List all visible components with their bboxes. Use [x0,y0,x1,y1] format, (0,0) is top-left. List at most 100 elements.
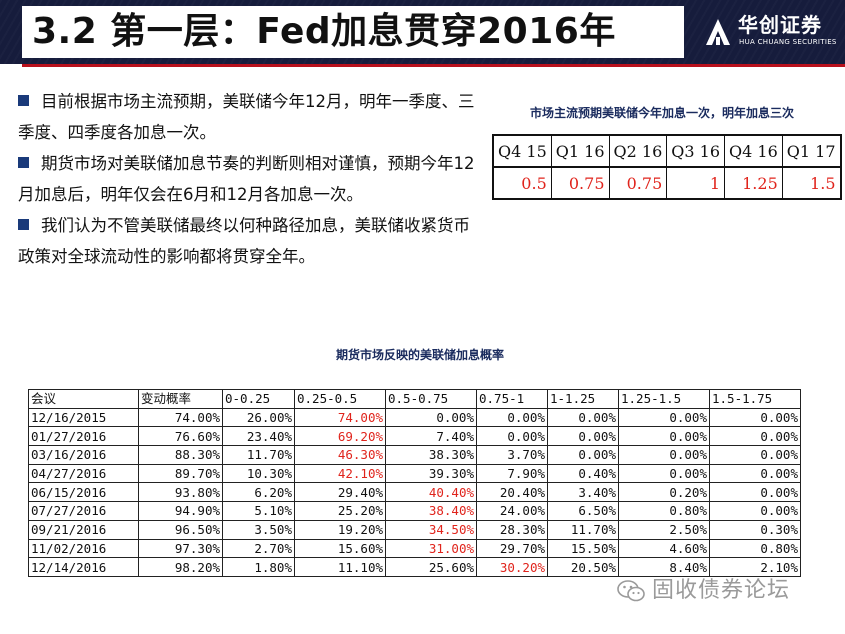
probability-cell: 11.70% [222,445,295,465]
meeting-date-cell: 12/16/2015 [28,407,139,428]
meeting-date-cell: 11/02/2016 [28,538,139,559]
probability-cell: 0.00% [476,407,548,428]
probability-table-body: 12/16/2015 74.00% 26.00% 74.00% 0.00% 0.00% 0.… [28,407,801,577]
quarter-row: Q4 15 Q1 16 Q2 16 Q3 16 Q4 16 Q1 17 [492,134,842,168]
probability-cell: 30.20% [476,557,548,577]
header-range: 0.5-0.75 [385,389,477,409]
probability-cell: 0.80% [709,538,801,559]
bullet-square-icon [18,219,29,230]
probability-cell: 3.40% [547,482,619,503]
probability-cell: 93.80% [138,482,223,503]
bullet-item: 期货市场对美联储加息节奏的判断则相对谨慎，预期今年12月加息后，明年仅会在6月和… [18,148,480,210]
header-range: 1.5-1.75 [709,389,801,409]
meeting-date-cell: 09/21/2016 [28,519,139,540]
probability-cell: 3.50% [222,519,295,540]
probability-cell: 39.30% [385,463,477,484]
table-row: 01/27/2016 76.60% 23.40% 69.20% 7.40% 0.00% 0.… [28,426,801,447]
probability-cell: 4.60% [618,538,710,559]
quarter-cell: Q1 16 [550,134,610,168]
probability-cell: 0.00% [709,426,801,447]
meeting-date-cell: 04/27/2016 [28,463,139,484]
bullet-text: 目前根据市场主流预期，美联储今年12月，明年一季度、三季度、四季度各加息一次。 [18,92,475,142]
probability-cell: 15.50% [547,538,619,559]
probability-cell: 0.00% [709,501,801,521]
probability-cell: 25.20% [294,501,386,521]
probability-cell: 88.30% [138,445,223,465]
header-bar: 3.2 第一层：Fed加息贯穿2016年 华创证券 HUA CHUANG SEC… [0,0,845,64]
rate-path-table: Q4 15 Q1 16 Q2 16 Q3 16 Q4 16 Q1 17 0.5 … [492,134,842,200]
probability-cell: 31.00% [385,538,477,559]
header-accent-stripe [22,64,845,67]
header-range: 0-0.25 [222,389,295,409]
probability-cell: 0.00% [476,426,548,447]
page-title: 3.2 第一层：Fed加息贯穿2016年 [32,11,616,52]
probability-cell: 0.00% [547,445,619,465]
probability-cell: 19.20% [294,519,386,540]
table-row: 03/16/2016 88.30% 11.70% 46.30% 38.30% 3.70% 0… [28,445,801,465]
bullet-list: 目前根据市场主流预期，美联储今年12月，明年一季度、三季度、四季度各加息一次。 … [18,86,480,272]
probability-cell: 28.30% [476,519,548,540]
meeting-date-cell: 12/14/2016 [28,557,139,577]
probability-cell: 96.50% [138,519,223,540]
probability-cell: 23.40% [222,426,295,447]
probability-cell: 15.60% [294,538,386,559]
probability-cell: 1.80% [222,557,295,577]
probability-cell: 40.40% [385,482,477,503]
probability-cell: 0.40% [547,463,619,484]
probability-cell: 76.60% [138,426,223,447]
probability-cell: 10.30% [222,463,295,484]
table-row: 11/02/2016 97.30% 2.70% 15.60% 31.00% 29.70% 1… [28,538,801,559]
bullet-item: 我们认为不管美联储最终以何种路径加息，美联储收紧货币政策对全球流动性的影响都将贯… [18,210,480,272]
quarter-cell: Q4 15 [492,134,552,168]
probability-cell: 29.40% [294,482,386,503]
probability-cell: 0.00% [618,445,710,465]
probability-cell: 0.00% [547,426,619,447]
rate-cell: 0.75 [550,166,610,200]
probability-cell: 2.70% [222,538,295,559]
meeting-date-cell: 01/27/2016 [28,426,139,447]
rate-cell: 0.5 [492,166,552,200]
probability-cell: 29.70% [476,538,548,559]
header-range: 0.25-0.5 [294,389,386,409]
quarter-cell: Q3 16 [666,134,725,168]
quarter-cell: Q1 17 [781,134,842,168]
header-range: 1-1.25 [547,389,619,409]
probability-cell: 46.30% [294,445,386,465]
probability-cell: 6.20% [222,482,295,503]
bullet-text: 我们认为不管美联储最终以何种路径加息，美联储收紧货币政策对全球流动性的影响都将贯… [18,216,470,266]
rate-row: 0.5 0.75 0.75 1 1.25 1.5 [492,166,842,200]
probability-table: 会议 变动概率 0-0.25 0.25-0.5 0.5-0.75 0.75-1 … [28,389,801,577]
quarter-cell: Q4 16 [724,134,783,168]
table-row: 06/15/2016 93.80% 6.20% 29.40% 40.40% 20.40% 3… [28,482,801,503]
probability-cell: 7.90% [476,463,548,484]
probability-cell: 2.10% [709,557,801,577]
watermark-text: 固收债券论坛 [652,578,791,603]
probability-header-row: 会议 变动概率 0-0.25 0.25-0.5 0.5-0.75 0.75-1 … [28,389,801,409]
probability-cell: 26.00% [222,407,295,428]
probability-cell: 0.20% [618,482,710,503]
bullet-item: 目前根据市场主流预期，美联储今年12月，明年一季度、三季度、四季度各加息一次。 [18,86,480,148]
probability-cell: 3.70% [476,445,548,465]
probability-cell: 74.00% [294,407,386,428]
probability-cell: 0.00% [709,407,801,428]
probability-cell: 74.00% [138,407,223,428]
probability-cell: 11.10% [294,557,386,577]
bullet-square-icon [18,95,29,106]
probability-cell: 0.00% [618,463,710,484]
probability-cell: 20.50% [547,557,619,577]
probability-cell: 7.40% [385,426,477,447]
header-range: 1.25-1.5 [618,389,710,409]
probability-cell: 6.50% [547,501,619,521]
probability-cell: 8.40% [618,557,710,577]
probability-cell: 0.30% [709,519,801,540]
title-box: 3.2 第一层：Fed加息贯穿2016年 [22,6,684,58]
probability-cell: 0.80% [618,501,710,521]
probability-cell: 25.60% [385,557,477,577]
probability-cell: 38.30% [385,445,477,465]
wechat-icon [617,580,645,602]
probability-cell: 89.70% [138,463,223,484]
table-row: 07/27/2016 94.90% 5.10% 25.20% 38.40% 24.00% 6… [28,501,801,521]
probability-cell: 24.00% [476,501,548,521]
probability-table-caption: 期货市场反映的美联储加息概率 [335,348,504,362]
rate-path-table-caption: 市场主流预期美联储今年加息一次，明年加息三次 [529,106,794,120]
